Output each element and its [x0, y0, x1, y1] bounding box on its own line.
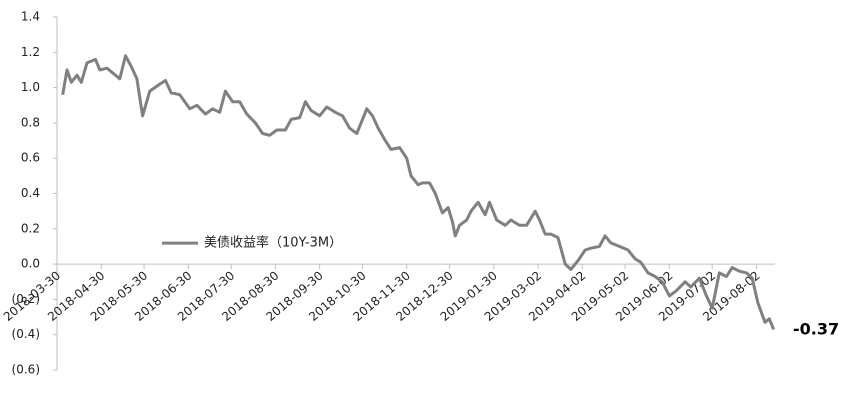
- y-tick-label: (0.2): [12, 292, 40, 306]
- legend-label: 美债收益率（10Y-3M）: [204, 235, 342, 251]
- y-tick-label: 1.2: [21, 45, 40, 59]
- y-tick-label: 0.6: [21, 151, 40, 165]
- y-tick-label: (0.4): [12, 327, 40, 341]
- y-tick-label: 0.0: [21, 257, 40, 271]
- y-tick-label: 1.0: [21, 80, 40, 94]
- end-label: -0.37: [793, 320, 839, 339]
- y-tick-label: 0.8: [21, 115, 40, 129]
- y-tick-label: 0.2: [21, 221, 40, 235]
- y-tick-label: 1.4: [21, 10, 40, 24]
- y-tick-label: 0.4: [21, 186, 40, 200]
- y-tick-label: (0.6): [12, 363, 40, 377]
- series-line: [61, 54, 775, 330]
